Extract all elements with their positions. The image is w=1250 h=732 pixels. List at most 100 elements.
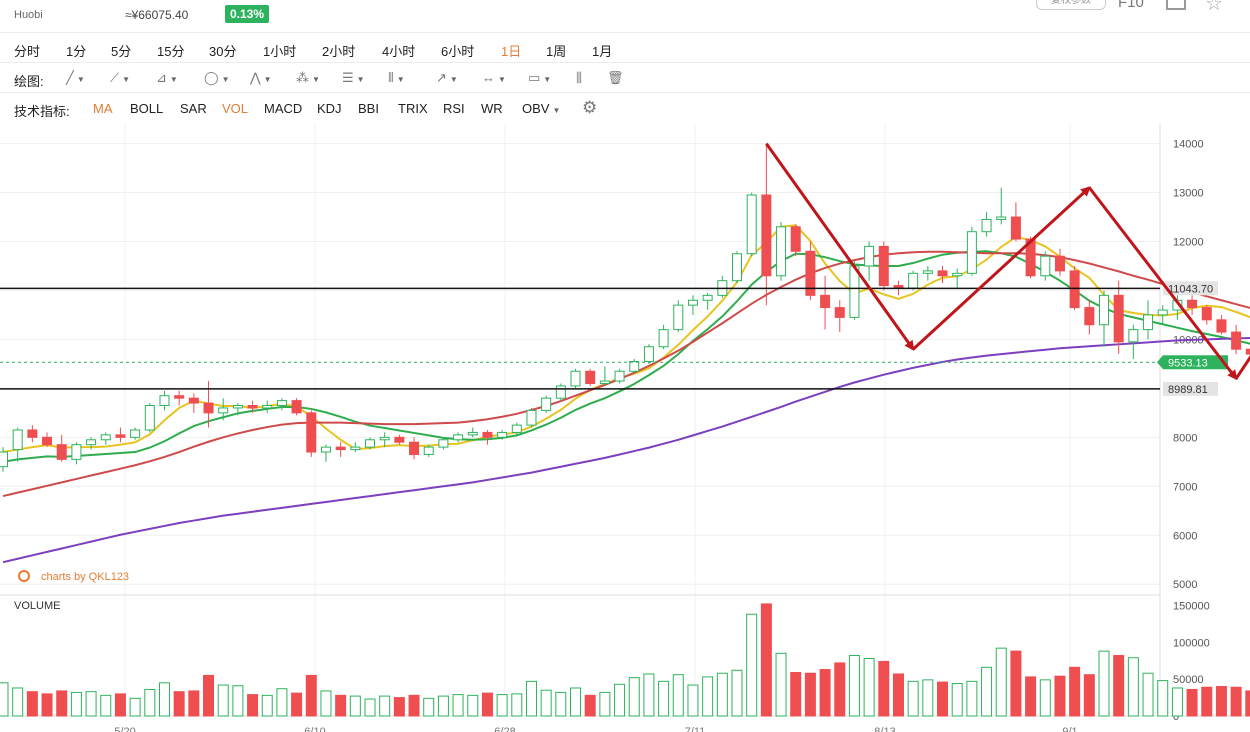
candle	[27, 425, 38, 443]
candle	[276, 398, 287, 411]
fib-tool-icon[interactable]: ☰ ▼	[342, 70, 365, 85]
volume-bar	[203, 674, 215, 717]
price-label: 11043.70	[1168, 283, 1213, 295]
indicator-sar[interactable]: SAR	[180, 101, 207, 116]
price-tick-label: 7000	[1173, 481, 1197, 493]
indicator-kdj[interactable]: KDJ	[317, 101, 342, 116]
drawing-label: 绘图:	[14, 74, 44, 89]
candle-body	[115, 434, 126, 438]
volume-bar	[922, 679, 934, 717]
period-11[interactable]: 1周	[546, 44, 567, 59]
price-cny: ≈¥66075.40	[125, 8, 189, 22]
ma-line-3	[2, 250, 1250, 498]
period-2[interactable]: 1分	[66, 44, 87, 59]
line-tool-icon[interactable]: ╱ ▼	[66, 70, 85, 85]
candle-body	[687, 299, 698, 306]
period-3[interactable]: 5分	[111, 44, 132, 59]
adjust-params-button[interactable]: 复权参数	[1036, 0, 1106, 10]
volume-bar	[173, 691, 185, 717]
volume-bar	[540, 689, 552, 717]
volume-bar	[863, 657, 875, 717]
candle	[159, 390, 170, 411]
period-4[interactable]: 15分	[157, 44, 185, 59]
indicator-vol[interactable]: VOL	[222, 101, 249, 116]
ray-tool-icon[interactable]: ⟋ ▼	[110, 70, 131, 85]
delete-tool-icon[interactable]: 🗑	[607, 70, 624, 85]
candle	[614, 368, 625, 384]
volume-bar	[555, 691, 567, 717]
text-tool-icon[interactable]: ▭ ▼	[528, 70, 552, 85]
period-12[interactable]: 1月	[592, 44, 613, 59]
period-9[interactable]: 6小时	[441, 44, 475, 59]
measure-tool-icon[interactable]: ↔ ▼	[482, 70, 506, 85]
pattern-tool-icon[interactable]: ⁂ ▼	[296, 70, 320, 85]
ticker-header: Huobi ≈¥66075.40 0.13% 复权参数 F10 ☆	[0, 0, 1250, 30]
period-1[interactable]: 分时	[14, 44, 41, 59]
indicator-boll[interactable]: BOLL	[130, 101, 164, 116]
wave-tool-icon[interactable]: ⋀ ▼	[250, 70, 272, 85]
volume-bar	[584, 694, 596, 717]
channel-tool-icon[interactable]: ⊿ ▼	[156, 70, 178, 85]
volume-tick-label: 0	[1173, 711, 1179, 723]
gear-icon[interactable]: ⚙	[582, 98, 598, 117]
period-5[interactable]: 30分	[209, 44, 237, 59]
candle-body	[1010, 216, 1021, 240]
circle-tool-icon[interactable]: ◯ ▼	[204, 70, 230, 85]
star-icon[interactable]: ☆	[1205, 0, 1223, 15]
indicator-wr[interactable]: WR	[481, 101, 503, 116]
indicator-obv[interactable]: OBV ▼	[522, 101, 561, 116]
candle-body	[555, 385, 566, 399]
period-7[interactable]: 2小时	[322, 44, 356, 59]
candle-body	[629, 360, 640, 372]
candle	[71, 442, 82, 465]
candle-body	[966, 231, 977, 274]
candle-body	[1040, 255, 1051, 277]
candle	[908, 270, 919, 291]
candle-body	[100, 434, 111, 441]
indicator-macd[interactable]: MACD	[264, 101, 303, 116]
volume-bar	[379, 695, 391, 717]
candle	[394, 434, 405, 445]
indicator-ma[interactable]: MA	[93, 101, 113, 116]
f10-button[interactable]: F10	[1118, 0, 1144, 11]
indicator-trix[interactable]: TRIX	[398, 101, 428, 116]
period-8[interactable]: 4小时	[382, 44, 416, 59]
candle	[526, 407, 537, 428]
volume-bar	[672, 674, 684, 717]
chevron-down-icon[interactable]: ▼	[552, 106, 561, 115]
volume-bar	[731, 669, 743, 717]
candle-body	[937, 270, 948, 277]
volume-bar	[188, 690, 200, 717]
volume-bar	[1186, 688, 1198, 717]
volume-bar	[408, 694, 420, 717]
candle-body	[922, 270, 933, 274]
candle-body	[599, 380, 610, 384]
date-tick-label: 8/13	[874, 726, 895, 732]
date-tick-label: 6/28	[494, 726, 515, 732]
candle	[115, 427, 126, 443]
period-10[interactable]: 1日	[501, 44, 522, 59]
volume-bar	[496, 694, 508, 717]
candle	[1010, 202, 1021, 242]
candle	[599, 366, 610, 386]
arrow-tool-icon[interactable]: ↗ ▼	[436, 70, 458, 85]
candle	[834, 300, 845, 333]
indicator-bbi[interactable]: BBI	[358, 101, 379, 116]
fullscreen-icon[interactable]	[1166, 0, 1186, 10]
candle	[629, 359, 640, 374]
candle	[776, 221, 787, 281]
candle-body	[335, 446, 346, 451]
candle-body	[12, 429, 23, 451]
candle	[365, 437, 375, 450]
volume-bar	[702, 676, 714, 717]
volume-bar	[247, 694, 259, 717]
volume-bar	[760, 603, 772, 717]
period-6[interactable]: 1小时	[263, 44, 297, 59]
indicator-rsi[interactable]: RSI	[443, 101, 465, 116]
candle	[1128, 324, 1139, 359]
gann-tool-icon[interactable]: ⦀ ▼	[388, 70, 405, 85]
candle	[966, 226, 977, 276]
bar-tool-icon[interactable]: ⫼	[576, 70, 582, 85]
volume-tick-label: 100000	[1173, 637, 1210, 649]
